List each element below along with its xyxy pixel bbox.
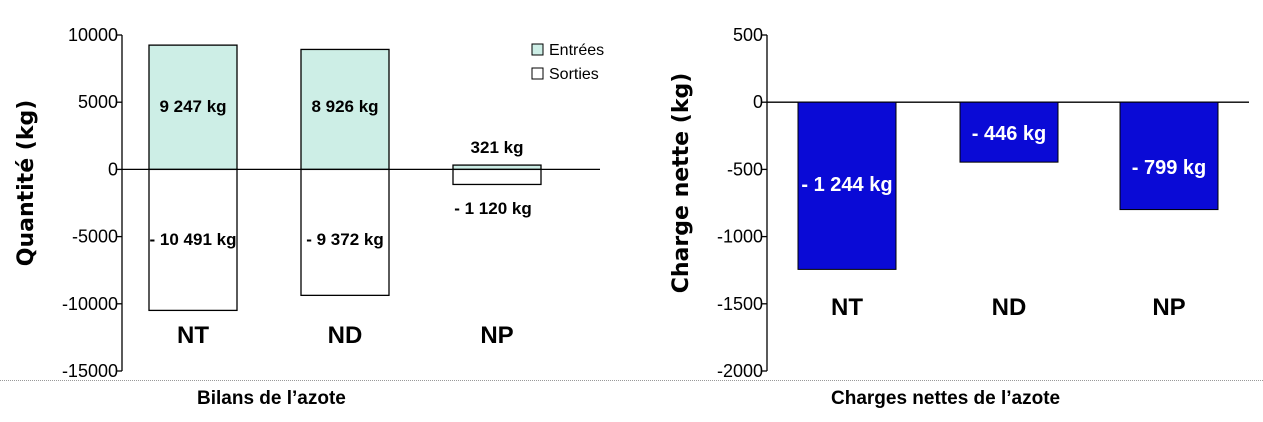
y-tick-label: -15000 (62, 361, 118, 381)
y-tick-label: 10000 (68, 25, 118, 45)
category-label: ND (328, 322, 363, 349)
legend-label-sorties: Sorties (549, 66, 599, 83)
legend-swatch-sorties (531, 67, 544, 80)
y-axis-title: Quantité (kg) (14, 100, 39, 267)
category-label: ND (992, 294, 1027, 321)
category-label: NP (480, 322, 513, 349)
bar-sorties (452, 168, 542, 186)
y-tick-label: -10000 (62, 294, 118, 314)
y-tick-label: 5000 (78, 92, 118, 112)
category-label: NT (177, 322, 209, 349)
y-tick-label: -2000 (717, 361, 763, 381)
data-label-entrees: 8 926 kg (311, 97, 378, 116)
y-tick-label: -1000 (717, 227, 763, 247)
data-label-sorties: - 9 372 kg (306, 230, 384, 249)
data-label-charge: - 446 kg (972, 123, 1046, 145)
y-axis-title: Charge nette (kg) (669, 73, 694, 294)
bar-charge-nette (1119, 101, 1219, 211)
separator-line (0, 380, 1263, 381)
bar-entrees (300, 48, 390, 171)
y-tick-label: -500 (727, 159, 763, 179)
right-chart-caption: Charges nettes de l’azote (831, 388, 1061, 409)
data-label-sorties: - 1 120 kg (454, 199, 532, 218)
bar-entrees (148, 44, 238, 171)
y-tick-label: -5000 (72, 227, 118, 247)
left-chart-caption: Bilans de l’azote (197, 388, 346, 409)
y-tick-label: 0 (753, 92, 763, 112)
data-label-sorties: - 10 491 kg (150, 230, 237, 249)
legend-label-entrees: Entrées (549, 42, 604, 59)
bar-charge-nette (959, 101, 1059, 163)
category-label: NP (1152, 294, 1185, 321)
y-tick-label: 500 (733, 25, 763, 45)
bar-sorties (148, 168, 238, 312)
y-tick-label: 0 (108, 159, 118, 179)
data-label-charge: - 799 kg (1132, 157, 1206, 179)
legend-swatch-entrees (531, 43, 544, 56)
y-tick-label: -1500 (717, 294, 763, 314)
data-label-entrees: 321 kg (471, 138, 524, 157)
data-label-charge: - 1 244 kg (801, 174, 892, 196)
category-label: NT (831, 294, 863, 321)
bar-sorties (300, 168, 390, 297)
data-label-entrees: 9 247 kg (159, 97, 226, 116)
bar-charge-nette (797, 101, 897, 270)
